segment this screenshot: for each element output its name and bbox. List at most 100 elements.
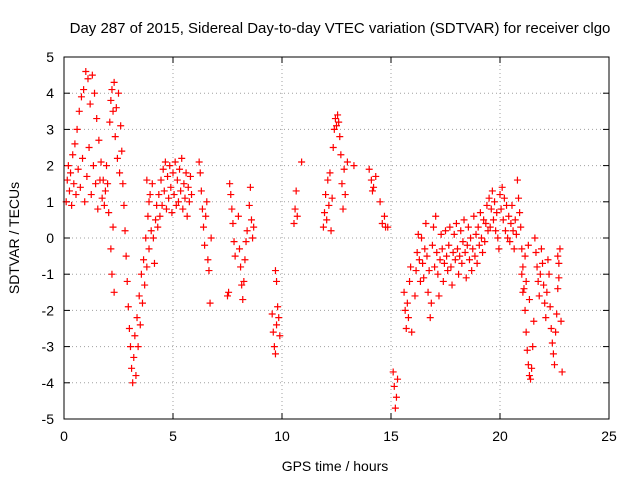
data-point (249, 234, 257, 242)
data-point (195, 158, 203, 166)
data-point (92, 180, 100, 188)
data-point (443, 252, 451, 260)
data-point (465, 256, 473, 264)
data-point (541, 299, 549, 307)
data-point (350, 162, 358, 170)
data-point (389, 368, 397, 376)
data-point (539, 259, 547, 267)
data-point (496, 191, 504, 199)
data-point (517, 223, 525, 231)
data-point (229, 220, 237, 228)
data-point (107, 245, 115, 253)
data-point (319, 223, 327, 231)
data-point (235, 245, 243, 253)
data-point (430, 223, 438, 231)
data-point (142, 234, 150, 242)
data-point (552, 328, 560, 336)
data-point (497, 205, 505, 213)
data-point (128, 364, 136, 372)
data-point (148, 180, 156, 188)
data-point (475, 241, 483, 249)
data-point (138, 299, 146, 307)
data-point (158, 201, 166, 209)
data-point (531, 234, 539, 242)
data-point (392, 393, 400, 401)
data-point (91, 89, 99, 97)
data-point (444, 267, 452, 275)
data-point (445, 241, 453, 249)
y-tick-label: 3 (46, 121, 54, 137)
data-point (130, 353, 138, 361)
data-point (520, 285, 528, 293)
data-point (477, 234, 485, 242)
data-point (84, 75, 92, 83)
data-point (63, 176, 71, 184)
data-point (133, 314, 141, 322)
data-point (143, 176, 151, 184)
data-point (327, 227, 335, 235)
data-point (473, 259, 481, 267)
data-point (408, 328, 416, 336)
data-point (182, 169, 190, 177)
data-point (384, 223, 392, 231)
data-point (196, 169, 204, 177)
data-point (435, 292, 443, 300)
data-point (169, 169, 177, 177)
data-point (402, 325, 410, 332)
plot-frame (63, 56, 610, 420)
data-point (534, 277, 542, 285)
data-point (172, 201, 180, 209)
data-point (160, 187, 168, 195)
data-point (488, 187, 496, 195)
data-point (459, 238, 467, 246)
data-point (438, 245, 446, 253)
data-point (484, 227, 492, 235)
data-point (165, 194, 173, 202)
data-point (480, 216, 488, 224)
data-point (433, 248, 441, 256)
data-point (330, 125, 338, 133)
data-point (495, 245, 503, 253)
data-point (150, 259, 158, 267)
data-point (507, 220, 515, 228)
data-point (240, 277, 248, 285)
data-point (547, 325, 555, 332)
data-point (394, 375, 402, 383)
data-point (97, 158, 105, 166)
data-point (162, 205, 170, 213)
data-point (325, 201, 333, 209)
data-point (558, 368, 566, 376)
data-point (421, 245, 429, 253)
data-point (509, 227, 517, 235)
data-point (122, 252, 130, 260)
data-point (462, 274, 470, 282)
data-point (154, 223, 162, 231)
data-point (227, 191, 235, 199)
data-point (82, 67, 90, 75)
data-point (80, 86, 88, 94)
chart-title: Day 287 of 2015, Sidereal Day-to-day VTE… (70, 20, 611, 37)
data-point (530, 317, 538, 325)
data-point (436, 256, 444, 264)
data-point (89, 162, 97, 170)
data-point (472, 230, 480, 238)
data-point (98, 194, 106, 202)
data-point (493, 209, 501, 217)
data-point (413, 248, 421, 256)
data-point (545, 270, 553, 278)
data-point (271, 267, 279, 275)
data-point (455, 270, 463, 278)
data-point (511, 216, 519, 224)
data-point (238, 281, 246, 289)
y-tick-label: -2 (42, 302, 55, 318)
data-point (425, 267, 433, 275)
data-point (115, 89, 122, 97)
data-point (415, 256, 423, 264)
data-point (463, 241, 471, 249)
data-point (69, 151, 77, 159)
data-point (157, 176, 165, 184)
data-point (135, 292, 143, 300)
data-point (250, 223, 258, 231)
data-point (101, 187, 109, 195)
data-point (105, 209, 113, 217)
